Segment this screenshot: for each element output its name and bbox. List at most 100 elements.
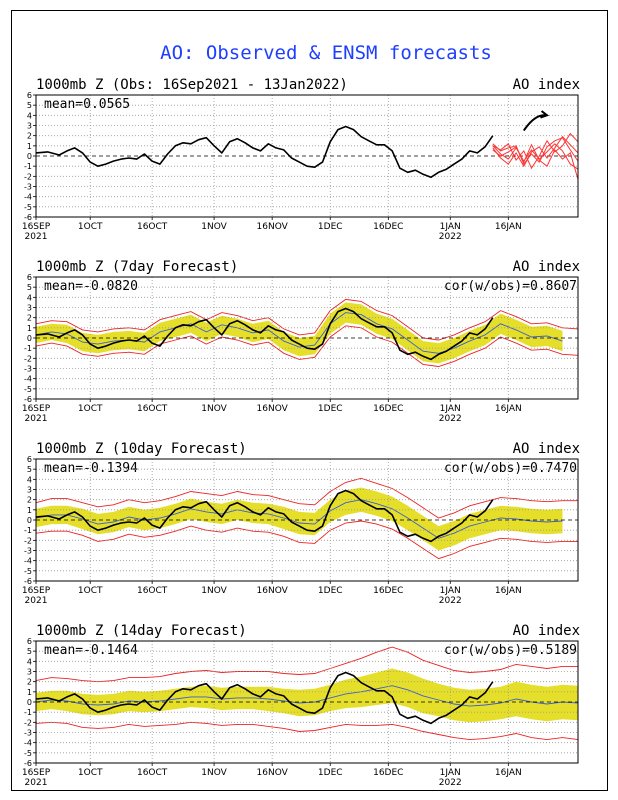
x-tick-label: 16DEC <box>373 404 403 414</box>
y-tick-label: 5 <box>27 647 32 656</box>
y-tick-label: 2 <box>27 678 32 687</box>
x-tick-label: 1OCT <box>78 768 103 778</box>
y-tick-label: 1 <box>27 324 32 333</box>
x-tick-label: 16SEP <box>22 586 51 596</box>
x-tick-year-label: 2021 <box>25 778 48 788</box>
x-tick-label: 16JAN <box>495 222 522 232</box>
panel-title: 1000mb Z (7day Forecast) <box>36 259 238 275</box>
y-tick-label: -5 <box>24 749 32 758</box>
y-tick-label: 4 <box>27 293 32 302</box>
x-tick-label: 1DEC <box>318 768 343 778</box>
y-tick-label: -3 <box>24 365 32 374</box>
x-tick-year-label: 2022 <box>439 232 462 242</box>
y-tick-label: -4 <box>24 193 32 202</box>
x-tick-year-label: 2021 <box>25 232 48 242</box>
plot-frame <box>35 94 579 218</box>
x-tick-label: 16NOV <box>257 404 289 414</box>
y-tick-label: -5 <box>24 567 32 576</box>
y-tick-label: 3 <box>27 304 32 313</box>
observed-line <box>35 125 494 179</box>
x-tick-label: 16NOV <box>257 586 289 596</box>
x-tick-year-label: 2022 <box>439 414 462 424</box>
x-tick-label: 16NOV <box>257 768 289 778</box>
y-tick-label: 6 <box>27 455 32 464</box>
panel-mean-stat: mean=-0.0820 <box>44 279 138 294</box>
x-tick-label: 16JAN <box>495 586 522 596</box>
y-tick-label: 3 <box>27 486 32 495</box>
observed-line <box>35 671 494 725</box>
y-tick-label: -6 <box>24 577 32 586</box>
x-tick-label: 1NOV <box>201 768 227 778</box>
trend-arrow-icon <box>540 110 550 119</box>
x-tick-label: 16OCT <box>137 586 168 596</box>
panel-title: 1000mb Z (10day Forecast) <box>36 441 247 457</box>
x-tick-label: 1OCT <box>78 586 103 596</box>
ensemble-member-line <box>492 143 579 170</box>
y-tick-label: -2 <box>24 718 32 727</box>
panel-correlation-stat: cor(w/obs)=0.8607 <box>444 279 577 294</box>
y-tick-label: 4 <box>27 475 32 484</box>
panel-index-label: AO index <box>513 259 580 275</box>
y-tick-label: 4 <box>27 111 32 120</box>
x-tick-label: 1JAN <box>440 768 461 778</box>
y-tick-label: -1 <box>24 708 32 717</box>
y-tick-label: -4 <box>24 739 32 748</box>
panel-observed: 1000mb Z (Obs: 16Sep2021 - 13Jan2022) AO … <box>22 77 580 242</box>
y-tick-label: 1 <box>27 506 32 515</box>
y-tick-label: 4 <box>27 657 32 666</box>
panel-title: 1000mb Z (14day Forecast) <box>36 623 247 639</box>
ensemble-mean-line <box>35 685 579 707</box>
y-tick-label: -4 <box>24 375 32 384</box>
spread-upper-line <box>35 477 578 519</box>
y-tick-label: -6 <box>24 759 32 768</box>
y-tick-label: -1 <box>24 162 32 171</box>
spread-lower-line <box>35 721 579 741</box>
panel-mean-stat: mean=0.0565 <box>44 97 130 112</box>
ensemble-member-line <box>492 135 579 168</box>
y-tick-label: 2 <box>27 314 32 323</box>
x-tick-year-label: 2021 <box>25 596 48 606</box>
x-tick-label: 16SEP <box>22 404 51 414</box>
y-tick-label: 6 <box>27 637 32 646</box>
x-tick-label: 16DEC <box>373 586 403 596</box>
y-tick-label: 3 <box>27 668 32 677</box>
y-tick-label: 5 <box>27 101 32 110</box>
x-tick-year-label: 2022 <box>439 778 462 788</box>
y-tick-label: 6 <box>27 91 32 100</box>
ensemble-mean-line <box>35 499 563 539</box>
panel-index-label: AO index <box>513 623 580 639</box>
y-tick-label: 6 <box>27 273 32 282</box>
observed-line <box>35 489 494 543</box>
panel-14day: 1000mb Z (14day Forecast) AO index mean=-0… <box>22 623 580 788</box>
x-tick-label: 1JAN <box>440 586 461 596</box>
y-tick-label: -1 <box>24 344 32 353</box>
y-tick-label: -2 <box>24 536 32 545</box>
y-tick-label: 0 <box>27 516 32 525</box>
x-tick-year-label: 2021 <box>25 414 48 424</box>
y-tick-label: -6 <box>24 395 32 404</box>
x-tick-label: 16JAN <box>495 768 522 778</box>
forecast-band <box>36 302 563 364</box>
y-tick-label: 0 <box>27 334 32 343</box>
ensemble-member-line <box>492 132 579 170</box>
ensemble-member-line <box>492 137 579 166</box>
y-tick-label: 1 <box>27 688 32 697</box>
panels: 1000mb Z (Obs: 16Sep2021 - 13Jan2022) AO … <box>22 77 580 788</box>
y-tick-label: 0 <box>27 698 32 707</box>
y-tick-label: -3 <box>24 183 32 192</box>
y-tick-label: 5 <box>27 283 32 292</box>
y-tick-label: 2 <box>27 496 32 505</box>
x-tick-label: 16DEC <box>373 768 403 778</box>
y-tick-label: 2 <box>27 132 32 141</box>
panel-10day: 1000mb Z (10day Forecast) AO index mean=-0… <box>22 441 580 606</box>
x-tick-label: 16DEC <box>373 222 403 232</box>
x-tick-label: 16SEP <box>22 222 51 232</box>
spread-lower-line <box>35 520 578 560</box>
y-tick-label: 3 <box>27 122 32 131</box>
y-tick-label: -4 <box>24 557 32 566</box>
x-tick-label: 1DEC <box>318 586 343 596</box>
forecast-band <box>36 487 563 551</box>
panel-title: 1000mb Z (Obs: 16Sep2021 - 13Jan2022) <box>36 77 348 93</box>
y-tick-label: 5 <box>27 465 32 474</box>
y-tick-label: 0 <box>27 152 32 161</box>
